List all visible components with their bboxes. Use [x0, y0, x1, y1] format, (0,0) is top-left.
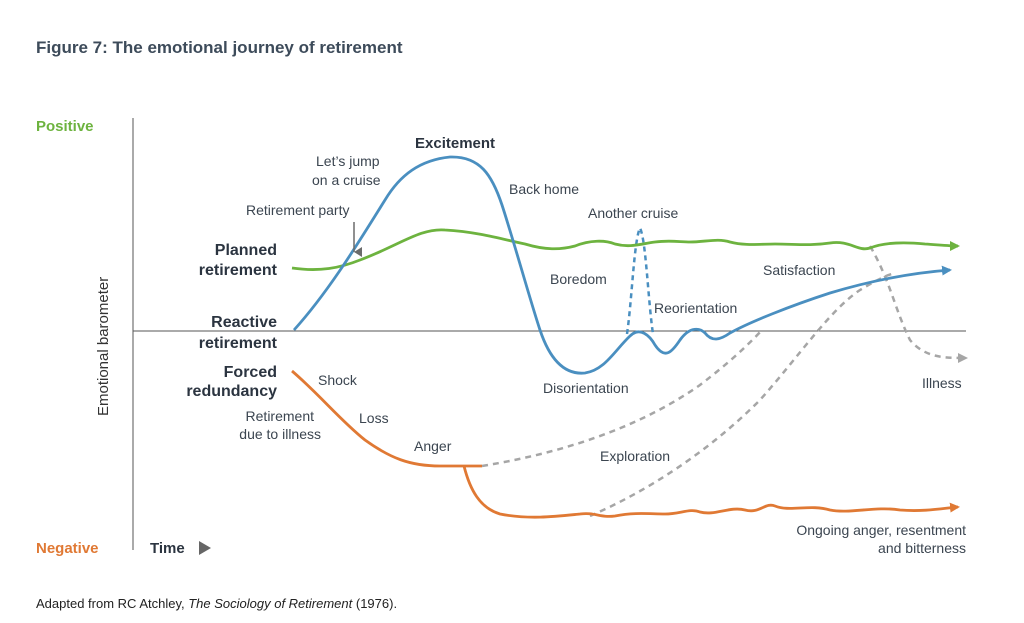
- caption-suffix: (1976).: [352, 596, 398, 611]
- reorientation-label: Reorientation: [654, 300, 737, 316]
- illness-end-label: Illness: [922, 375, 962, 391]
- reactive-label-line2: retirement: [199, 335, 278, 352]
- reactive-label-line1: Reactive: [211, 314, 277, 331]
- back-home-label: Back home: [509, 181, 579, 197]
- figure-title: Figure 7: The emotional journey of retir…: [36, 38, 403, 57]
- forced-redundancy-line: [291, 369, 482, 468]
- source-caption: Adapted from RC Atchley, The Sociology o…: [36, 596, 397, 611]
- cruise-label-line2: on a cruise: [312, 172, 381, 188]
- negative-label: Negative: [36, 540, 99, 557]
- loss-label: Loss: [359, 410, 389, 426]
- blue-dashed-another-cruise: [625, 225, 655, 335]
- shock-label: Shock: [318, 372, 358, 388]
- forced-label-line2: redundancy: [186, 383, 277, 400]
- positive-label: Positive: [36, 118, 94, 135]
- excitement-label: Excitement: [415, 135, 495, 152]
- ongoing-anger-line: [462, 465, 960, 519]
- time-arrow-icon: [199, 541, 211, 555]
- cruise-label-line1: Let’s jump: [316, 153, 380, 169]
- another-cruise-label: Another cruise: [588, 205, 678, 221]
- anger-label: Anger: [414, 438, 452, 454]
- exploration-label: Exploration: [600, 448, 670, 464]
- disorientation-label: Disorientation: [543, 380, 629, 396]
- grey-dashed-exploration-path: [589, 272, 893, 518]
- caption-prefix: Adapted from RC Atchley,: [36, 596, 189, 611]
- satisfaction-label: Satisfaction: [763, 262, 835, 278]
- illness-label-line2: due to illness: [239, 426, 321, 442]
- retirement-party-label: Retirement party: [246, 202, 349, 218]
- grey-dashed-illness-path: [868, 245, 968, 363]
- time-label: Time: [150, 540, 185, 557]
- reactive-retirement-line: [292, 155, 952, 375]
- ongoing-label-line1: Ongoing anger, resentment: [796, 522, 966, 538]
- retirement-journey-diagram: Positive Negative Emotional barometer Ti…: [36, 118, 968, 557]
- boredom-label: Boredom: [550, 271, 607, 287]
- planned-label-line2: retirement: [199, 262, 278, 279]
- ongoing-label-line2: and bitterness: [878, 540, 966, 556]
- grey-dashed-anger-to-reorientation: [481, 329, 763, 468]
- caption-book-title: The Sociology of Retirement: [188, 596, 353, 611]
- forced-label-line1: Forced: [224, 364, 277, 381]
- illness-label-line1: Retirement: [246, 408, 315, 424]
- planned-label-line1: Planned: [215, 242, 277, 259]
- planned-retirement-line: [291, 228, 960, 271]
- emotional-barometer-label: Emotional barometer: [95, 277, 112, 416]
